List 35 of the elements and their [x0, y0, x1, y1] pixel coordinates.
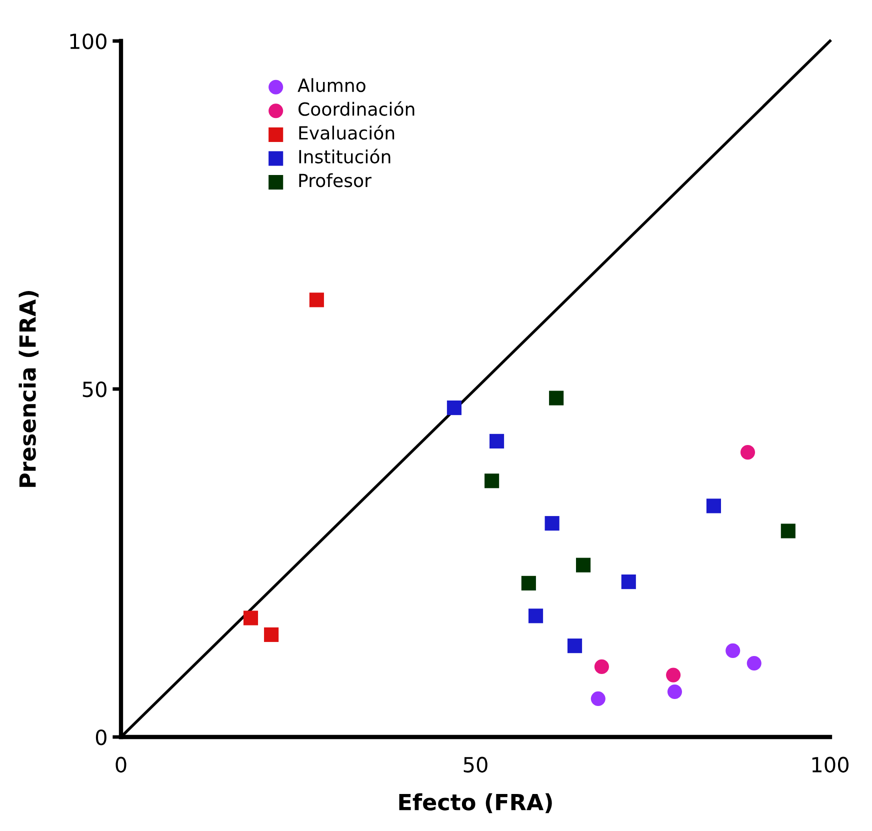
point	[544, 516, 560, 531]
point	[590, 691, 606, 706]
legend-label: Institución	[299, 148, 390, 164]
point	[567, 638, 582, 654]
point	[489, 434, 504, 448]
y-tick-label: 100	[70, 33, 106, 50]
point	[243, 610, 258, 626]
point	[740, 445, 756, 460]
x-tick-label: 0	[116, 756, 126, 773]
point	[264, 627, 279, 642]
point	[666, 668, 681, 682]
point	[484, 474, 500, 488]
y-tick-label: 0	[96, 729, 106, 746]
legend-label: Alumno	[298, 78, 366, 92]
y-axis-title: Presencia (FRA)	[18, 291, 39, 487]
point	[309, 292, 324, 308]
point	[780, 524, 796, 538]
x-tick-label: 100	[812, 756, 848, 773]
x-tick-label: 50	[464, 756, 488, 773]
point	[446, 400, 462, 416]
legend-label: Coordinación	[298, 101, 414, 116]
point	[549, 390, 564, 406]
point	[521, 576, 536, 590]
point	[706, 498, 722, 514]
point	[621, 574, 636, 590]
legend-label: Evaluación	[299, 124, 394, 140]
legend-label: Profesor	[299, 173, 372, 188]
point	[667, 684, 682, 700]
point	[528, 608, 544, 624]
point	[576, 558, 591, 572]
point	[746, 656, 762, 671]
x-axis-title: Efecto (FRA)	[399, 793, 552, 814]
point	[594, 659, 609, 674]
y-tick-label: 50	[82, 381, 106, 398]
point	[726, 643, 740, 658]
